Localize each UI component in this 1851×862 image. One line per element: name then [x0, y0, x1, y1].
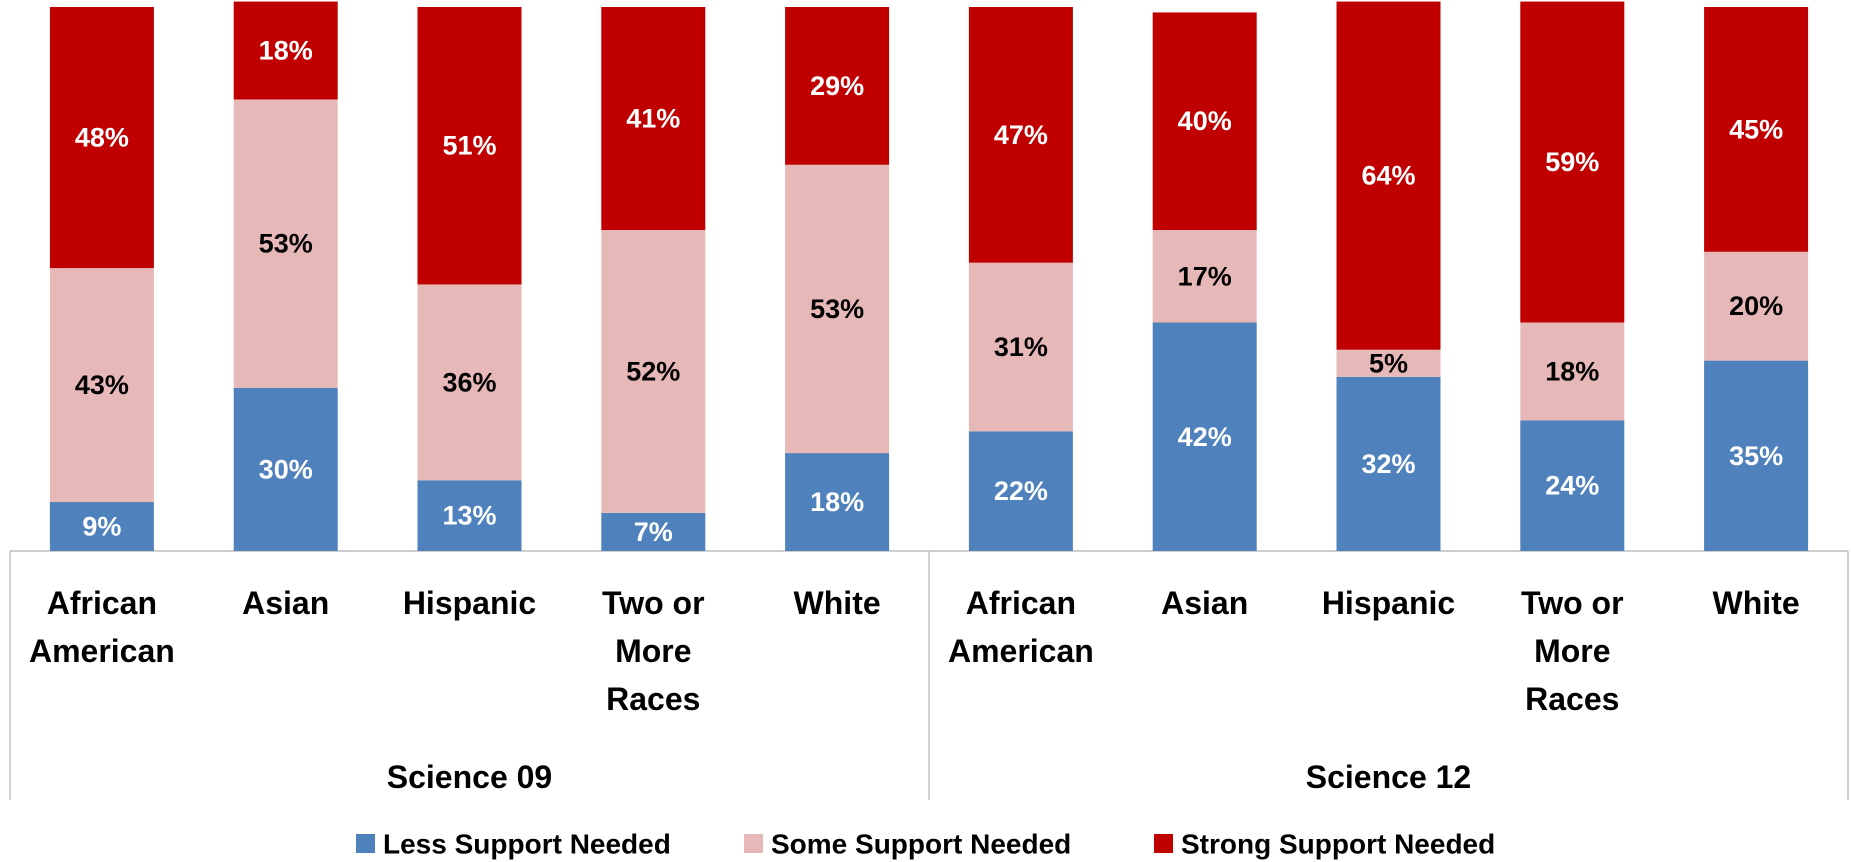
data-label-science-12-asian-some-support-needed: 17%: [1178, 261, 1232, 291]
data-label-science-09-hispanic-some-support-needed: 36%: [442, 367, 496, 397]
bar-segment-science-12-hispanic-some-support-needed: [1336, 349, 1441, 377]
bar-segment-science-12-african-american-less-support-needed: [968, 431, 1073, 551]
bar-segment-science-09-white-less-support-needed: [785, 453, 890, 551]
data-label-science-12-hispanic-some-support-needed: 5%: [1369, 348, 1408, 378]
bar-segment-science-12-asian-less-support-needed: [1152, 322, 1257, 551]
legend-swatch-some-support-needed: [744, 834, 763, 853]
bar-segment-science-12-african-american-strong-support-needed: [968, 7, 1073, 263]
bar-segment-science-09-white-some-support-needed: [785, 164, 890, 454]
bar-segment-science-12-asian-strong-support-needed: [1152, 12, 1257, 231]
bar-segment-science-09-african-american-some-support-needed: [49, 268, 154, 503]
data-label-science-12-african-american-some-support-needed: 31%: [994, 332, 1048, 362]
data-label-science-12-hispanic-less-support-needed: 32%: [1361, 449, 1415, 479]
bar-segment-science-09-asian-some-support-needed: [233, 99, 338, 388]
bar-segment-science-12-hispanic-strong-support-needed: [1336, 1, 1441, 350]
data-label-science-09-hispanic-strong-support-needed: 51%: [442, 131, 496, 161]
data-label-science-09-asian-strong-support-needed: 18%: [259, 36, 313, 66]
bar-segment-science-09-white-strong-support-needed: [785, 7, 890, 165]
data-label-science-09-two-or-more-races-strong-support-needed: 41%: [626, 104, 680, 134]
data-label-science-12-two-or-more-races-some-support-needed: 18%: [1545, 356, 1599, 386]
legend-label-less-support-needed: Less Support Needed: [383, 829, 671, 860]
legend-label-strong-support-needed: Strong Support Needed: [1181, 829, 1495, 860]
category-label-science-09-asian: Asian: [242, 585, 329, 621]
data-label-science-12-two-or-more-races-less-support-needed: 24%: [1545, 471, 1599, 501]
data-label-science-12-white-some-support-needed: 20%: [1729, 291, 1783, 321]
data-label-science-09-asian-less-support-needed: 30%: [259, 454, 313, 484]
bar-segment-science-09-two-or-more-races-less-support-needed: [601, 512, 706, 551]
bar-segment-science-12-white-some-support-needed: [1704, 251, 1809, 361]
category-label-science-12-african-american: African American: [948, 585, 1094, 669]
category-label-science-09-two-or-more-races: Two or More Races: [602, 585, 705, 717]
data-label-science-09-white-less-support-needed: 18%: [810, 487, 864, 517]
category-label-science-09-african-american: African American: [29, 585, 175, 669]
data-label-science-12-asian-strong-support-needed: 40%: [1178, 106, 1232, 136]
bar-segment-science-12-african-american-some-support-needed: [968, 262, 1073, 432]
bar-segment-science-12-hispanic-less-support-needed: [1336, 376, 1441, 551]
data-label-science-09-two-or-more-races-some-support-needed: 52%: [626, 356, 680, 386]
bar-segment-science-12-asian-some-support-needed: [1152, 230, 1257, 323]
data-label-science-09-white-some-support-needed: 53%: [810, 294, 864, 324]
bar-segment-science-09-two-or-more-races-some-support-needed: [601, 230, 706, 513]
data-label-science-09-two-or-more-races-less-support-needed: 7%: [634, 517, 673, 547]
data-label-science-09-african-american-strong-support-needed: 48%: [75, 123, 129, 153]
data-label-science-12-asian-less-support-needed: 42%: [1178, 422, 1232, 452]
category-label-science-12-two-or-more-races: Two or More Races: [1521, 585, 1624, 717]
data-label-science-09-white-strong-support-needed: 29%: [810, 71, 864, 101]
category-label-science-12-white: White: [1713, 585, 1800, 621]
bar-segment-science-09-asian-strong-support-needed: [233, 1, 338, 100]
bar-segment-science-12-two-or-more-races-less-support-needed: [1520, 420, 1625, 551]
group-label-science-12: Science 12: [1306, 759, 1471, 795]
data-label-science-12-two-or-more-races-strong-support-needed: 59%: [1545, 147, 1599, 177]
group-label-science-09: Science 09: [387, 759, 552, 795]
legend-label-some-support-needed: Some Support Needed: [771, 829, 1071, 860]
legend-swatch-strong-support-needed: [1154, 834, 1173, 853]
bar-segment-science-12-two-or-more-races-some-support-needed: [1520, 322, 1625, 421]
data-label-science-09-african-american-some-support-needed: 43%: [75, 370, 129, 400]
bar-segment-science-09-hispanic-less-support-needed: [417, 480, 522, 551]
bar-segment-science-12-two-or-more-races-strong-support-needed: [1520, 1, 1625, 323]
bar-segment-science-09-two-or-more-races-strong-support-needed: [601, 7, 706, 231]
bar-segment-science-09-african-american-strong-support-needed: [49, 7, 154, 269]
bar-segment-science-12-white-strong-support-needed: [1704, 7, 1809, 252]
bar-segment-science-09-hispanic-some-support-needed: [417, 284, 522, 481]
data-label-science-09-hispanic-less-support-needed: 13%: [442, 501, 496, 531]
category-label-science-12-hispanic: Hispanic: [1322, 585, 1455, 621]
data-label-science-09-african-american-less-support-needed: 9%: [82, 512, 121, 542]
data-label-science-12-african-american-less-support-needed: 22%: [994, 476, 1048, 506]
category-label-science-09-hispanic: Hispanic: [403, 585, 536, 621]
data-label-science-12-african-american-strong-support-needed: 47%: [994, 120, 1048, 150]
bar-segment-science-09-asian-less-support-needed: [233, 387, 338, 551]
category-label-science-09-white: White: [794, 585, 881, 621]
legend: Less Support Needed Some Support Needed St…: [356, 829, 1495, 860]
data-label-science-12-white-strong-support-needed: 45%: [1729, 114, 1783, 144]
legend-swatch-less-support-needed: [356, 834, 375, 853]
bar-segment-science-09-african-american-less-support-needed: [49, 502, 154, 551]
data-label-science-09-asian-some-support-needed: 53%: [259, 229, 313, 259]
bar-segment-science-09-hispanic-strong-support-needed: [417, 7, 522, 285]
category-label-science-12-asian: Asian: [1161, 585, 1248, 621]
data-label-science-12-hispanic-strong-support-needed: 64%: [1361, 161, 1415, 191]
bar-segment-science-12-white-less-support-needed: [1704, 360, 1809, 551]
data-label-science-12-white-less-support-needed: 35%: [1729, 441, 1783, 471]
